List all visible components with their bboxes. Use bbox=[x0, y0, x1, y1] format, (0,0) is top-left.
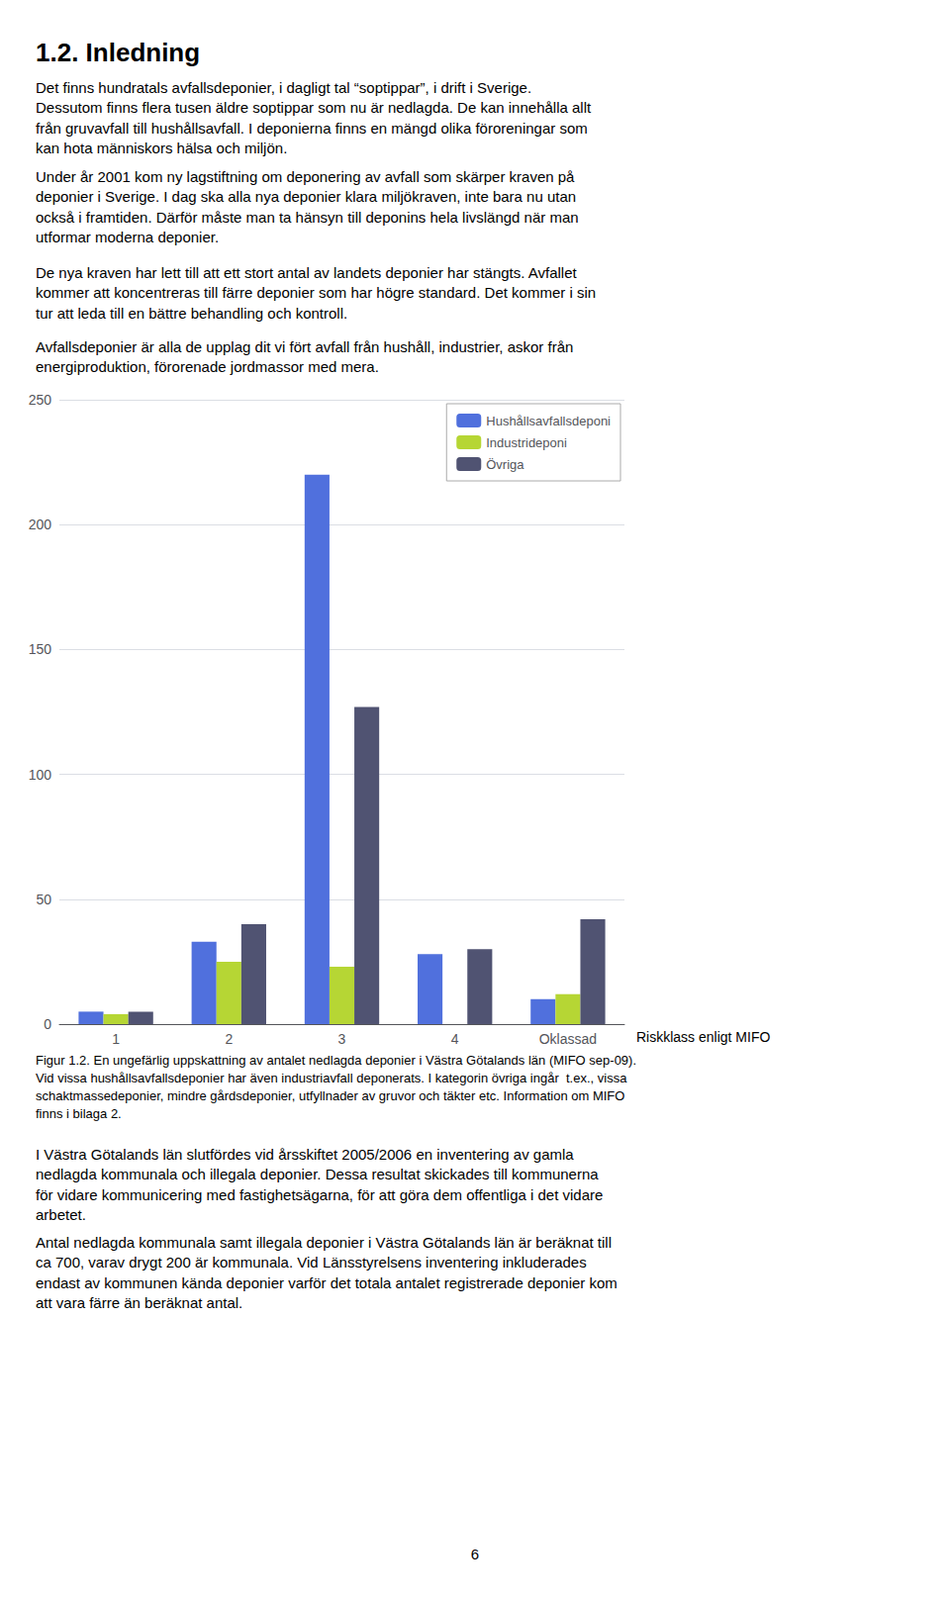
svg-text:energiproduktion, förorenade j: energiproduktion, förorenade jordmassor … bbox=[35, 358, 380, 376]
svg-text:4: 4 bbox=[451, 1031, 460, 1047]
svg-text:finns i bilaga 2.: finns i bilaga 2. bbox=[35, 1106, 122, 1122]
svg-text:Oklassad: Oklassad bbox=[539, 1031, 597, 1047]
svg-text:Övriga: Övriga bbox=[485, 457, 525, 473]
svg-text:1: 1 bbox=[111, 1031, 120, 1047]
svg-text:Dessutom finns flera tusen äld: Dessutom finns flera tusen äldre soptipp… bbox=[35, 98, 592, 116]
svg-text:Antal nedlagda kommunala samt: Antal nedlagda kommunala samt illegala d… bbox=[35, 1234, 612, 1251]
svg-text:100: 100 bbox=[28, 766, 53, 783]
svg-text:250: 250 bbox=[28, 391, 53, 408]
svg-text:utformar moderna deponier.: utformar moderna deponier. bbox=[35, 228, 219, 246]
svg-text:från gruvavfall till hushållsa: från gruvavfall till hushållsavfall. I d… bbox=[35, 119, 588, 137]
svg-text:nedlagda kommunala och illegal: nedlagda kommunala och illegala deponier… bbox=[35, 1165, 599, 1183]
svg-text:I Västra Götalands län slutför: I Västra Götalands län slutfördes vid år… bbox=[35, 1145, 574, 1163]
svg-text:kommer att koncentreras till f: kommer att koncentreras till färre depon… bbox=[35, 284, 596, 301]
svg-text:0: 0 bbox=[43, 1016, 52, 1033]
svg-text:för vidare kommunicering med f: för vidare kommunicering med fastighetsä… bbox=[35, 1186, 603, 1204]
svg-text:Det finns hundratals avfallsde: Det finns hundratals avfallsdeponier, i … bbox=[35, 79, 532, 96]
svg-text:tur att leda till en bättre be: tur att leda till en bättre behandling o… bbox=[35, 304, 348, 322]
svg-text:150: 150 bbox=[28, 641, 53, 658]
svg-text:också i framtiden. Därför måst: också i framtiden. Därför måste man ta h… bbox=[35, 208, 579, 226]
svg-text:6: 6 bbox=[471, 1545, 479, 1563]
svg-text:3: 3 bbox=[338, 1031, 347, 1047]
svg-text:1.2. Inledning: 1.2. Inledning bbox=[35, 37, 200, 68]
svg-text:Hushållsavfallsdeponi: Hushållsavfallsdeponi bbox=[485, 413, 611, 429]
svg-text:Industrideponi: Industrideponi bbox=[485, 435, 568, 451]
svg-text:Avfallsdeponier är alla de upp: Avfallsdeponier är alla de upplag dit vi… bbox=[35, 338, 573, 356]
svg-text:arbetet.: arbetet. bbox=[35, 1206, 87, 1224]
svg-text:Vid vissa hushållsavfallsdepon: Vid vissa hushållsavfallsdeponier har äv… bbox=[35, 1070, 628, 1086]
svg-text:De nya kraven har lett till at: De nya kraven har lett till att ett stor… bbox=[35, 264, 578, 282]
svg-text:endast av kommunen kända depon: endast av kommunen kända deponier varför… bbox=[35, 1274, 618, 1292]
svg-text:200: 200 bbox=[28, 516, 53, 533]
svg-text:schaktmassedeponier, mindre gå: schaktmassedeponier, mindre gårdsdeponie… bbox=[35, 1088, 625, 1104]
svg-text:Riskklass enligt MIFO: Riskklass enligt MIFO bbox=[636, 1029, 770, 1045]
svg-text:deponier i Sverige. I dag ska: deponier i Sverige. I dag ska alla nya d… bbox=[35, 188, 576, 205]
svg-text:50: 50 bbox=[35, 891, 52, 908]
svg-text:kan hota människors hälsa och: kan hota människors hälsa och miljön. bbox=[35, 139, 287, 157]
svg-text:2: 2 bbox=[224, 1031, 233, 1047]
svg-text:Figur 1.2. En ungefärlig uppsk: Figur 1.2. En ungefärlig uppskattning av… bbox=[35, 1052, 637, 1068]
svg-text:att vara färre än beräknat ant: att vara färre än beräknat antal. bbox=[35, 1294, 243, 1312]
svg-text:ca 700, varav drygt 200 är kom: ca 700, varav drygt 200 är kommunala. Vi… bbox=[35, 1253, 587, 1271]
svg-text:Under år 2001 kom ny lagstiftn: Under år 2001 kom ny lagstiftning om dep… bbox=[35, 168, 575, 186]
